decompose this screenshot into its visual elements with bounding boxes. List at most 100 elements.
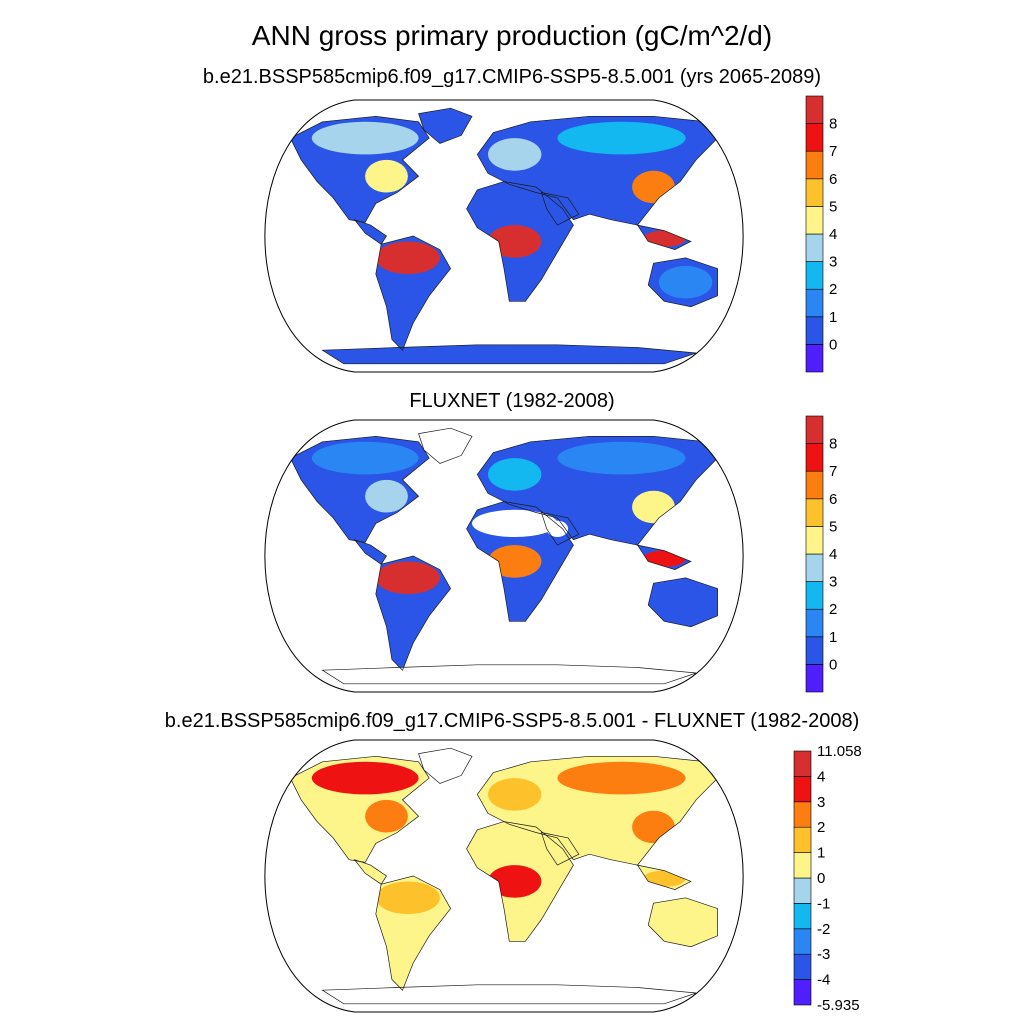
colorbar-label: 0 [817,870,825,887]
region-australia-interior [658,585,713,619]
colorbar-label: 5 [829,518,837,535]
map-border [264,99,744,373]
land-layer [289,747,744,1005]
colorbar-cell [793,826,812,853]
colorbar-cell [805,206,824,235]
colorbar-cell [805,664,824,693]
colorbar-cell [805,443,824,472]
region-antarctica [333,347,675,364]
colorbar-1: 0 1 2 3 4 5 6 7 8 [805,95,837,373]
colorbar-cell [793,953,812,980]
colorbar-cell [805,526,824,555]
colorbar-label: 6 [829,491,837,508]
colorbar-cell [805,178,824,207]
region-congo [488,865,542,898]
colorbar-label: 3 [829,254,837,271]
colorbar-label: 2 [829,281,837,298]
colorbar-label: 1 [817,845,825,862]
region-europe [488,138,542,171]
colorbar-label: 7 [829,143,837,160]
colorbar-label: 2 [817,819,825,836]
region-congo [488,545,542,578]
colorbar-label: -2 [817,921,830,938]
colorbar-cell [805,344,824,373]
land-layer [289,107,744,365]
value-layer [311,750,713,1004]
colorbar-label: 1 [829,309,837,326]
colorbar-cell [805,636,824,665]
colorbar-cell [805,498,824,527]
colorbar-cell [793,903,812,930]
colorbar-label: 4 [829,226,837,243]
region-greenland [429,430,462,459]
land-central-america [354,859,387,885]
colorbar-label: 2 [829,601,837,618]
colorbar-cell [805,288,824,318]
colorbar-label: 7 [829,463,837,480]
region-amazon [375,881,440,915]
colorbar-label: 3 [829,574,837,591]
colorbar-label: 4 [829,546,837,563]
panel-2-title: FLUXNET (1982-2008) [409,390,615,412]
colorbar-label: -1 [817,895,830,912]
colorbar-cell [793,801,812,828]
colorbar-cell [805,95,824,124]
colorbar-cell [805,316,824,345]
land-layer [289,427,744,685]
region-east-us [365,159,408,193]
region-boreal-na [311,761,419,795]
land-central-america [354,219,387,245]
region-amazon [375,561,440,595]
region-greenland [429,750,462,779]
region-arabia [546,840,569,857]
map-border [264,419,744,693]
region-sahara [472,829,558,858]
colorbar-cell [805,553,824,582]
panel-1-title: b.e21.BSSP585cmip6.f09_g17.CMIP6-SSP5-8.… [202,66,822,88]
figure-title: ANN gross primary production (gC/m^2/d) [251,20,773,51]
region-siberia [557,761,686,795]
region-arabia [546,200,569,217]
map-panel-3 [264,739,744,1013]
colorbar-label: -4 [817,972,830,989]
region-congo [488,225,542,258]
region-east-us [365,479,408,513]
colorbar-cell [793,928,812,955]
value-layer [311,110,713,364]
value-layer [311,430,713,684]
region-amazon [375,241,440,275]
region-boreal-na [311,121,419,155]
region-australia-interior [658,265,713,299]
region-europe [488,458,542,491]
colorbar-label: 8 [829,436,837,453]
colorbar-label: -3 [817,946,830,963]
colorbar-label: 0 [829,336,837,353]
region-boreal-na [311,441,419,475]
region-siberia [557,121,686,155]
map-panel-2 [264,419,744,693]
region-arabia [546,520,569,537]
colorbar-label: 0 [829,656,837,673]
region-antarctica [333,987,675,1004]
land-central-america [354,539,387,565]
colorbar-label: 4 [817,768,825,785]
colorbar-cell [805,261,824,290]
region-australia-interior [658,905,713,939]
colorbar-3: -5.935 -4 -3 -2 -1 0 1 2 3 4 11.058 [793,743,862,1014]
region-sahara [472,189,558,217]
colorbar-2: 0 1 2 3 4 5 6 7 8 [805,415,837,693]
region-siberia [557,441,686,475]
colorbar-cell [805,233,824,262]
colorbar-label: 8 [829,116,837,133]
colorbar-cell [805,470,824,500]
region-antarctica [333,667,675,684]
region-europe [488,778,542,811]
colorbar-cell [793,877,812,904]
colorbar-cell [805,608,824,638]
colorbar-cell [805,150,824,180]
colorbar-label: 6 [829,171,837,188]
colorbar-cell [805,415,824,444]
colorbar-cell [793,979,812,1006]
colorbar-label: 11.058 [817,743,862,760]
